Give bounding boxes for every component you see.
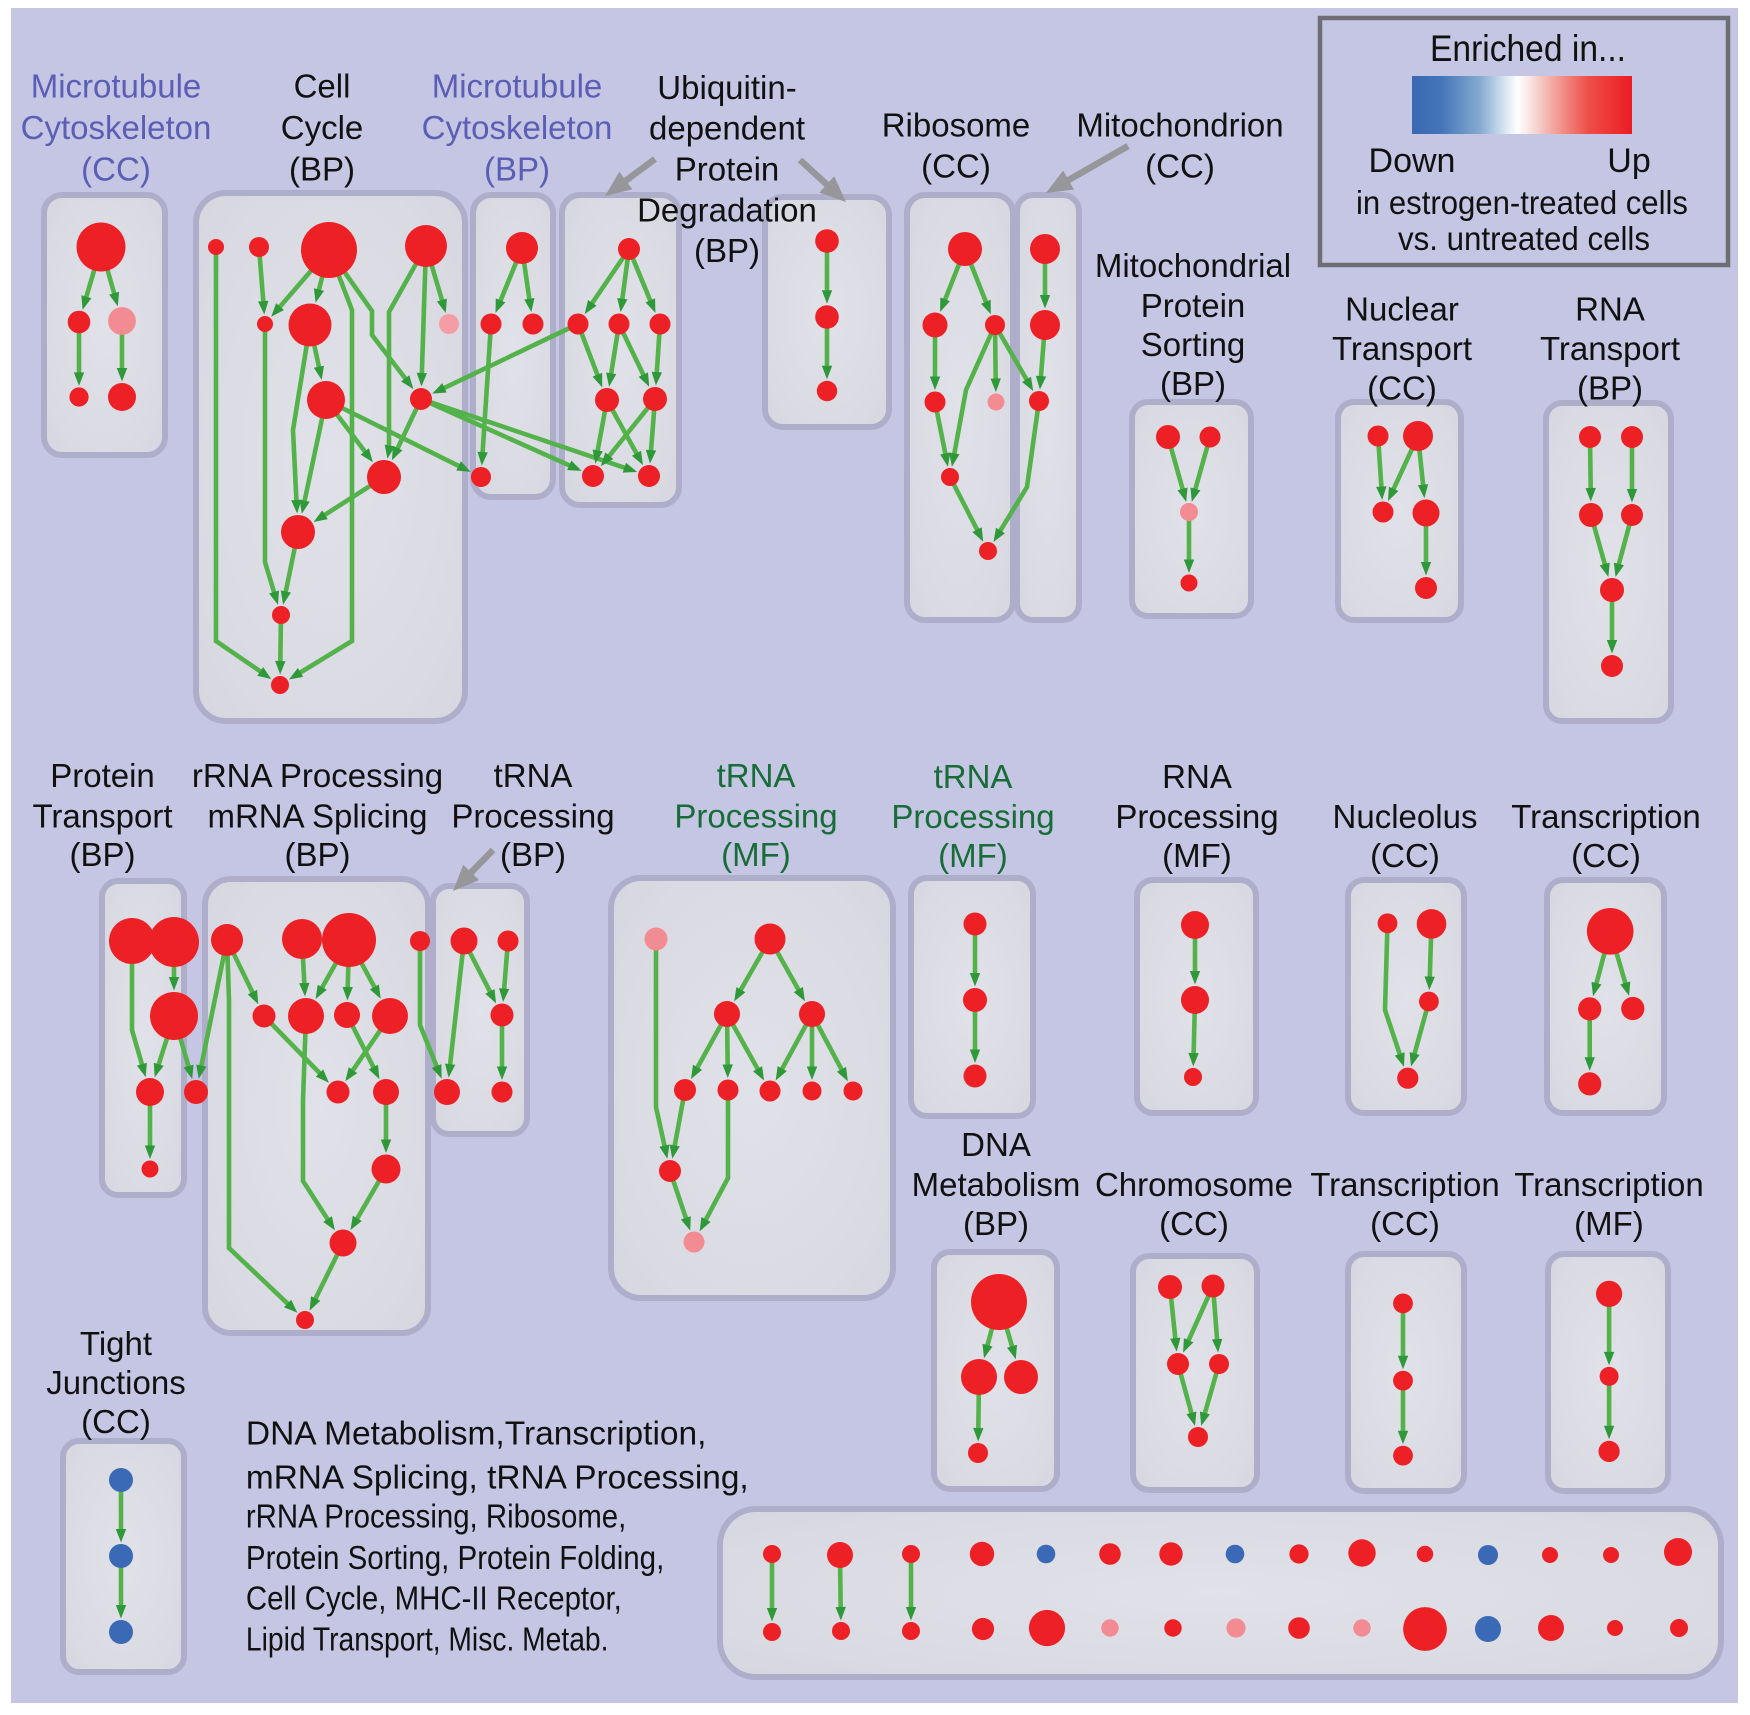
svg-text:RNA: RNA bbox=[1162, 758, 1232, 795]
svg-text:Degradation: Degradation bbox=[637, 192, 817, 229]
svg-text:Sorting: Sorting bbox=[1141, 326, 1246, 363]
svg-text:RNA: RNA bbox=[1575, 291, 1645, 328]
svg-text:(BP): (BP) bbox=[963, 1205, 1029, 1242]
svg-text:tRNA: tRNA bbox=[934, 758, 1013, 795]
svg-text:Protein: Protein bbox=[50, 757, 155, 794]
svg-text:(CC): (CC) bbox=[1370, 837, 1440, 874]
svg-text:Ribosome: Ribosome bbox=[882, 107, 1031, 144]
svg-text:Nucleolus: Nucleolus bbox=[1333, 798, 1478, 835]
svg-text:(CC): (CC) bbox=[81, 1403, 151, 1440]
svg-text:Protein Sorting, Protein Foldi: Protein Sorting, Protein Folding, bbox=[246, 1539, 664, 1576]
svg-text:(MF): (MF) bbox=[1162, 837, 1232, 874]
svg-text:(CC): (CC) bbox=[1145, 148, 1215, 185]
svg-text:Microtubule: Microtubule bbox=[31, 68, 202, 105]
svg-text:(CC): (CC) bbox=[921, 148, 991, 185]
svg-text:Mitochondrial: Mitochondrial bbox=[1095, 247, 1291, 284]
svg-text:Junctions: Junctions bbox=[46, 1364, 185, 1401]
svg-text:Up: Up bbox=[1607, 142, 1650, 180]
svg-text:Down: Down bbox=[1369, 142, 1456, 180]
svg-text:Transport: Transport bbox=[1540, 330, 1680, 367]
svg-text:Protein: Protein bbox=[1141, 287, 1246, 324]
svg-text:Nuclear: Nuclear bbox=[1345, 291, 1459, 328]
svg-text:Enriched in...: Enriched in... bbox=[1430, 28, 1626, 69]
svg-text:(BP): (BP) bbox=[70, 836, 136, 873]
svg-text:Transport: Transport bbox=[33, 798, 173, 835]
svg-text:Tight: Tight bbox=[80, 1325, 152, 1362]
svg-text:Metabolism: Metabolism bbox=[912, 1166, 1081, 1203]
svg-text:(BP): (BP) bbox=[285, 836, 351, 873]
svg-text:Transcription: Transcription bbox=[1511, 798, 1701, 835]
svg-text:Cycle: Cycle bbox=[281, 109, 364, 146]
svg-text:(BP): (BP) bbox=[1160, 365, 1226, 402]
svg-text:Transcription: Transcription bbox=[1514, 1166, 1704, 1203]
svg-text:Chromosome: Chromosome bbox=[1095, 1166, 1293, 1203]
svg-text:DNA: DNA bbox=[961, 1126, 1031, 1163]
svg-text:(BP): (BP) bbox=[694, 232, 760, 269]
svg-text:mRNA Splicing: mRNA Splicing bbox=[207, 798, 427, 835]
svg-text:Processing: Processing bbox=[451, 798, 614, 835]
svg-text:Processing: Processing bbox=[891, 798, 1054, 835]
svg-text:Cytoskeleton: Cytoskeleton bbox=[21, 109, 212, 146]
svg-text:Cell Cycle, MHC-II Receptor,: Cell Cycle, MHC-II Receptor, bbox=[246, 1580, 622, 1617]
svg-text:Cell: Cell bbox=[294, 68, 351, 105]
svg-text:Cytoskeleton: Cytoskeleton bbox=[422, 109, 613, 146]
svg-text:rRNA Processing: rRNA Processing bbox=[192, 757, 443, 794]
svg-text:tRNA: tRNA bbox=[717, 757, 796, 794]
svg-text:rRNA Processing, Ribosome,: rRNA Processing, Ribosome, bbox=[246, 1497, 626, 1534]
svg-text:Mitochondrion: Mitochondrion bbox=[1076, 107, 1283, 144]
svg-text:mRNA Splicing, tRNA Processing: mRNA Splicing, tRNA Processing, bbox=[246, 1459, 749, 1496]
svg-text:Protein: Protein bbox=[675, 151, 780, 188]
svg-text:Lipid Transport, Misc. Metab.: Lipid Transport, Misc. Metab. bbox=[246, 1620, 609, 1657]
svg-text:dependent: dependent bbox=[649, 110, 805, 147]
svg-text:tRNA: tRNA bbox=[494, 757, 573, 794]
svg-text:Transport: Transport bbox=[1332, 330, 1472, 367]
svg-text:(CC): (CC) bbox=[1367, 370, 1437, 407]
svg-text:(BP): (BP) bbox=[289, 151, 355, 188]
svg-text:(CC): (CC) bbox=[1571, 837, 1641, 874]
svg-text:in estrogen-treated cells: in estrogen-treated cells bbox=[1356, 184, 1688, 221]
svg-text:vs. untreated cells: vs. untreated cells bbox=[1398, 220, 1650, 257]
svg-text:(BP): (BP) bbox=[1577, 370, 1643, 407]
svg-text:(MF): (MF) bbox=[938, 837, 1008, 874]
svg-text:(BP): (BP) bbox=[500, 836, 566, 873]
svg-text:Microtubule: Microtubule bbox=[432, 68, 603, 105]
svg-text:Processing: Processing bbox=[674, 798, 837, 835]
svg-text:DNA Metabolism,Transcription,: DNA Metabolism,Transcription, bbox=[246, 1415, 707, 1452]
svg-text:Transcription: Transcription bbox=[1310, 1166, 1500, 1203]
svg-text:Processing: Processing bbox=[1115, 798, 1278, 835]
svg-text:(CC): (CC) bbox=[81, 151, 151, 188]
svg-text:(MF): (MF) bbox=[1574, 1205, 1644, 1242]
svg-text:Ubiquitin-: Ubiquitin- bbox=[657, 69, 796, 106]
svg-text:(CC): (CC) bbox=[1370, 1205, 1440, 1242]
svg-text:(CC): (CC) bbox=[1159, 1205, 1229, 1242]
svg-text:(BP): (BP) bbox=[484, 151, 550, 188]
svg-text:(MF): (MF) bbox=[721, 836, 791, 873]
